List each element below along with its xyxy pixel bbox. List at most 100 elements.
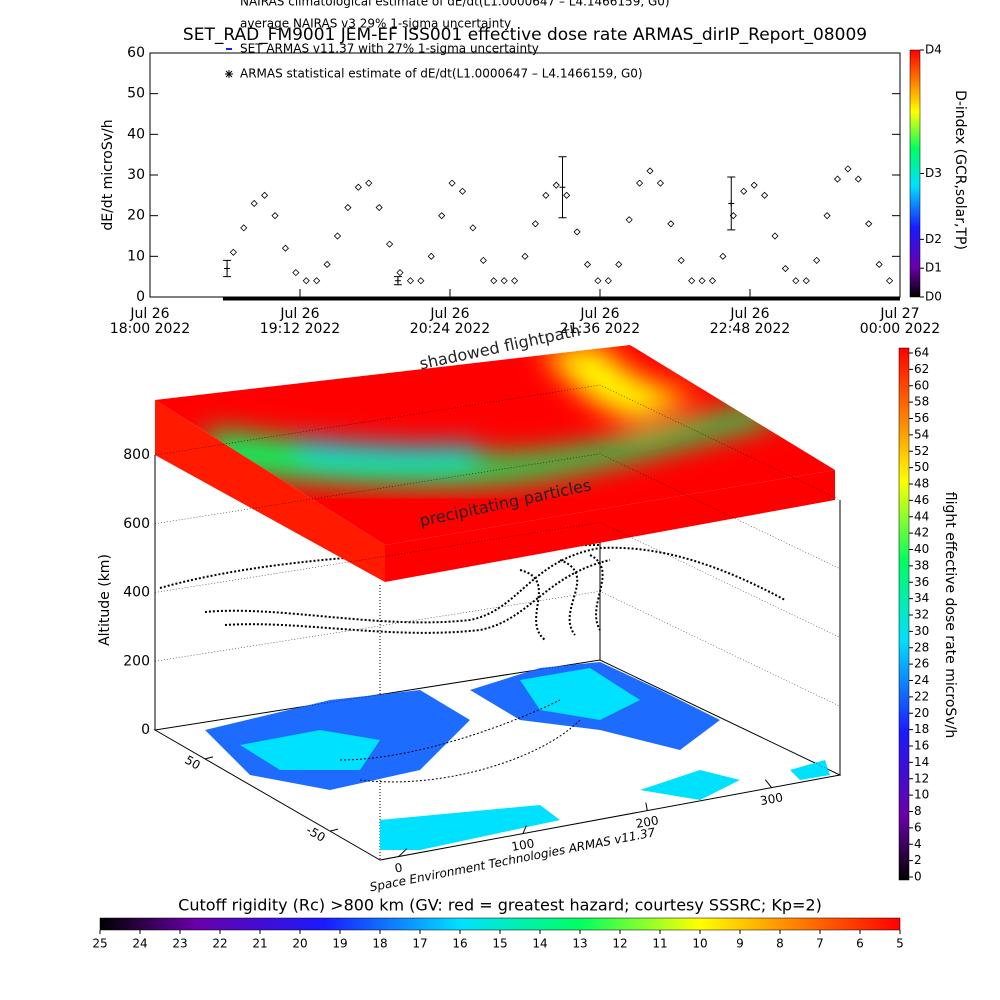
colorbar-tick-label: 38 — [914, 558, 929, 572]
x-tick-label: Jul 26 — [729, 306, 769, 322]
y-tick-label: 10 — [127, 248, 145, 264]
data-point — [771, 232, 779, 240]
y-tick-label: 60 — [127, 45, 145, 61]
colorbar-tick-label: 58 — [914, 395, 929, 409]
data-point — [823, 212, 831, 220]
legend-label: SET ARMAS v11.37 with 27% 1-sigma uncert… — [240, 42, 539, 56]
y-tick-label: 50 — [127, 86, 145, 102]
colorbar-tick-label: 48 — [914, 477, 929, 491]
z-tick-label: 800 — [123, 447, 150, 463]
data-point — [490, 277, 498, 285]
colorbar-tick-label: 34 — [914, 591, 929, 605]
colorbar-tick-label: 12 — [914, 771, 929, 785]
legend-label: ARMAS statistical estimate of dE/dt(L1.0… — [240, 67, 643, 81]
z-tick-label: 600 — [123, 516, 150, 532]
data-point — [448, 179, 456, 187]
data-point — [646, 167, 654, 175]
error-center — [728, 200, 735, 207]
colorbar-label: D-index (GCR,solar,TP) — [952, 90, 968, 250]
colorbar-tick-label: 30 — [914, 624, 929, 638]
plot-frame — [149, 52, 901, 298]
data-point — [365, 179, 373, 187]
colorbar-tick-label: 14 — [532, 937, 547, 951]
data-point — [750, 181, 758, 189]
x-tick-label: 18:00 2022 — [110, 321, 190, 337]
colorbar-tick-label: 2 — [914, 853, 922, 867]
x-tick-label: 19:12 2022 — [260, 321, 340, 337]
colorbar-tick-label: 25 — [92, 937, 107, 951]
colorbar-tick-label: 11 — [652, 937, 667, 951]
colorbar-tick-label: 10 — [692, 937, 707, 951]
x-tick-label: 300 — [759, 790, 784, 808]
colorbar-tick-label: D1 — [925, 261, 942, 275]
data-point — [479, 256, 487, 264]
x-tick-label: 100 — [510, 836, 535, 854]
data-point — [656, 179, 664, 187]
x-tick — [398, 848, 408, 857]
colorbar-tick-label: 14 — [914, 755, 929, 769]
data-point — [354, 183, 362, 191]
colorbar-tick-label: D0 — [925, 290, 942, 304]
data-point — [323, 260, 331, 269]
x-tick — [645, 802, 648, 811]
y-axis-label: dE/dt microSv/h — [100, 119, 116, 230]
data-point — [573, 228, 581, 236]
colorbar-tick-label: 20 — [292, 937, 307, 951]
colorbar-tick-label: 16 — [914, 739, 929, 753]
colorbar-tick-label: 6 — [856, 937, 864, 951]
data-point — [302, 277, 310, 285]
data-point — [417, 277, 425, 285]
data-point — [313, 277, 321, 285]
x-tick-label: 20:24 2022 — [410, 321, 490, 337]
colorbar-tick-label: 18 — [372, 937, 387, 951]
data-point — [427, 252, 435, 260]
scene-3d — [153, 345, 842, 861]
colorbar-tick-label: 19 — [332, 937, 347, 951]
data-point — [333, 232, 342, 240]
data-point — [438, 212, 446, 220]
legend-symbol — [225, 70, 233, 78]
x-tick — [764, 779, 773, 788]
colorbar-tick-label: 6 — [914, 820, 922, 834]
data-point — [844, 165, 852, 173]
colorbar-tick-label: 46 — [914, 493, 929, 507]
colorbar-tick-label: 8 — [914, 804, 922, 818]
colorbar-tick-label: 23 — [172, 937, 187, 951]
colorbar-label: flight effective dose rate microSv/h — [942, 492, 958, 738]
data-point — [813, 256, 821, 264]
x-tick-label: 21:36 2022 — [560, 321, 640, 337]
colorbar-tick-label: 54 — [914, 427, 929, 441]
data-point — [636, 179, 644, 187]
data-point — [677, 256, 685, 264]
colorbar-tick-label: 24 — [132, 937, 147, 951]
grid-line — [154, 453, 841, 569]
colorbar-tick-label: 16 — [452, 937, 467, 951]
x-tick-label: Jul 26 — [129, 306, 169, 322]
colorbar-tick-label: 18 — [914, 722, 929, 736]
z-axis-label: Altitude (km) — [97, 554, 113, 646]
colorbar-tick-label: 21 — [252, 937, 267, 951]
data-point — [740, 187, 748, 195]
error-center — [224, 265, 231, 272]
data-point — [531, 220, 539, 228]
colorbar-tick-label: 52 — [914, 444, 929, 458]
x-tick-label: 22:48 2022 — [710, 321, 790, 337]
colorbar-tick-label: D2 — [925, 232, 942, 246]
grid-line — [154, 384, 841, 501]
data-point — [833, 175, 842, 183]
colorbar-tick-label: 60 — [914, 378, 929, 392]
colorbar-tick-label: D3 — [925, 166, 942, 180]
colorbar-tick-label: 0 — [914, 870, 922, 884]
colorbar — [909, 49, 921, 298]
data-point — [542, 191, 550, 199]
data-point — [886, 277, 894, 285]
colorbar-tick-label: 64 — [914, 346, 929, 360]
data-point — [375, 203, 383, 212]
data-point — [552, 181, 560, 189]
colorbar — [898, 347, 910, 881]
grid-line — [154, 659, 841, 776]
x-tick-label: 00:00 2022 — [860, 321, 940, 337]
data-point — [708, 277, 717, 285]
y-tick — [204, 756, 214, 760]
colorbar-tick-label: 62 — [914, 362, 929, 376]
